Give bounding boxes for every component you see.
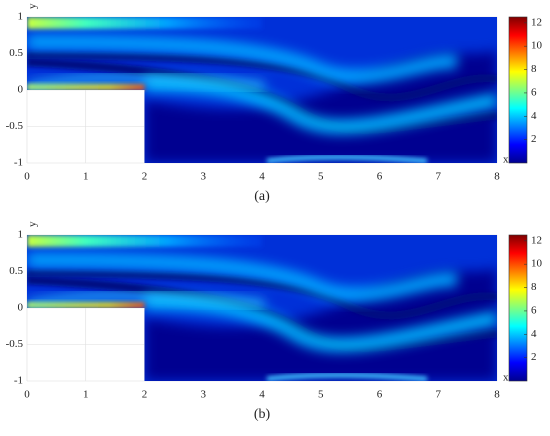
y-tick-label: 0.5 bbox=[9, 265, 23, 277]
wall-jet bbox=[27, 17, 262, 29]
wall-jet bbox=[27, 235, 262, 247]
colorbar-tick-label: 4 bbox=[531, 110, 537, 122]
chart-title: (b) bbox=[254, 407, 271, 422]
light-band bbox=[27, 253, 459, 302]
colorbar bbox=[508, 16, 528, 164]
x-tick-label: 4 bbox=[259, 171, 265, 183]
field bbox=[27, 235, 497, 381]
colorbar-tick-label: 10 bbox=[531, 40, 543, 52]
bottom-glow bbox=[266, 154, 428, 163]
y-tick-label: 0 bbox=[18, 84, 24, 96]
x-tick-label: 6 bbox=[377, 171, 383, 183]
colorbar-tick-label: 4 bbox=[531, 328, 537, 340]
colorbar-tick-label: 2 bbox=[531, 133, 537, 145]
step-jet bbox=[27, 84, 145, 90]
x-tick-label: 7 bbox=[436, 389, 442, 401]
y-tick-label: 0 bbox=[18, 302, 24, 314]
y-axis-label: y bbox=[27, 3, 39, 9]
y-axis-label: y bbox=[27, 221, 39, 227]
colorbar-tick-label: 8 bbox=[531, 63, 537, 75]
step-jet bbox=[27, 302, 145, 308]
dark-region bbox=[144, 50, 497, 163]
chart-title: (a) bbox=[254, 189, 270, 204]
light-band bbox=[27, 35, 459, 84]
shear-layer bbox=[27, 74, 265, 90]
field bbox=[27, 17, 497, 163]
x-tick-label: 2 bbox=[142, 171, 148, 183]
x-tick-label: 5 bbox=[318, 171, 324, 183]
x-tick-label: 2 bbox=[142, 389, 148, 401]
x-tick-label: 1 bbox=[83, 171, 89, 183]
shear-layer bbox=[27, 292, 265, 308]
x-tick-label: 4 bbox=[259, 389, 265, 401]
colorbar bbox=[508, 234, 528, 382]
light-band bbox=[144, 77, 497, 134]
y-tick-label: -0.5 bbox=[6, 338, 24, 350]
y-tick-label: -0.5 bbox=[6, 120, 24, 132]
x-tick-label: 3 bbox=[201, 171, 207, 183]
x-tick-label: 8 bbox=[494, 171, 500, 183]
x-tick-label: 3 bbox=[201, 389, 207, 401]
y-tick-label: 0.5 bbox=[9, 47, 23, 59]
colorbar-tick-label: 6 bbox=[531, 86, 537, 98]
x-axis-label: x bbox=[503, 154, 509, 166]
x-tick-label: 8 bbox=[494, 389, 500, 401]
y-tick-label: 1 bbox=[18, 11, 24, 23]
x-tick-label: 0 bbox=[24, 389, 30, 401]
x-tick-label: 1 bbox=[83, 389, 89, 401]
y-tick-label: -1 bbox=[14, 157, 23, 169]
colorbar-tick-label: 2 bbox=[531, 351, 537, 363]
colorbar-tick-label: 12 bbox=[531, 16, 542, 28]
colorbar-tick-label: 10 bbox=[531, 258, 543, 270]
x-tick-label: 5 bbox=[318, 389, 324, 401]
x-tick-label: 0 bbox=[24, 171, 30, 183]
colorbar-tick-label: 6 bbox=[531, 304, 537, 316]
bottom-glow bbox=[266, 372, 428, 381]
y-tick-label: -1 bbox=[14, 375, 23, 387]
light-band bbox=[144, 295, 497, 352]
y-tick-label: 1 bbox=[18, 229, 24, 241]
colorbar-tick-label: 12 bbox=[531, 234, 542, 246]
x-axis-label: x bbox=[503, 372, 509, 384]
colorbar-tick-label: 8 bbox=[531, 281, 537, 293]
dark-region bbox=[144, 268, 497, 381]
x-tick-label: 6 bbox=[377, 389, 383, 401]
x-tick-label: 7 bbox=[436, 171, 442, 183]
